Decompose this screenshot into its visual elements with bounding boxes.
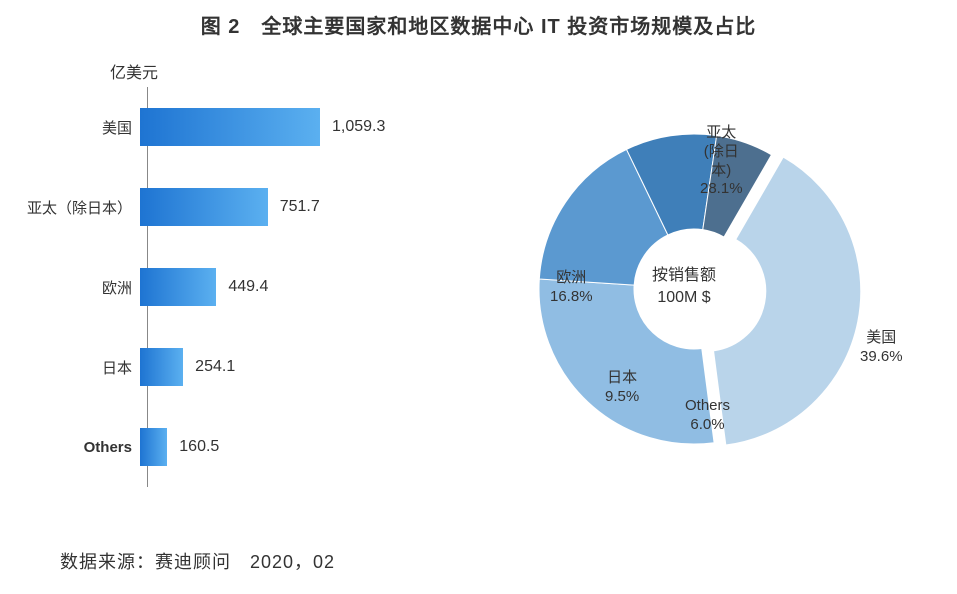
charts-container: 亿美元 美国 1,059.3 亚太（除日本） 751.7 欧洲 449.4 日本 254.1 O… xyxy=(0,39,957,499)
bar-value-label: 160.5 xyxy=(179,438,219,456)
pie-slice-label: 欧洲16.8% xyxy=(550,269,593,307)
bar-category-label: 日本 xyxy=(20,357,140,378)
pie-slice-label: 美国39.6% xyxy=(860,329,903,367)
bar-row: Others 160.5 xyxy=(20,407,460,487)
chart-title: 图 2 全球主要国家和地区数据中心 IT 投资市场规模及占比 xyxy=(0,0,957,39)
pie-slice-label: 日本9.5% xyxy=(605,369,639,407)
bar-row: 美国 1,059.3 xyxy=(20,87,460,167)
bar-fill xyxy=(140,348,183,386)
pie-center-label: 按销售额100M $ xyxy=(652,265,716,308)
bar-value-label: 449.4 xyxy=(228,278,268,296)
data-source: 数据来源：赛迪顾问 2020，02 xyxy=(60,548,335,574)
bar-track: 160.5 xyxy=(140,428,460,466)
bar-fill xyxy=(140,268,216,306)
bar-row: 日本 254.1 xyxy=(20,327,460,407)
bar-track: 254.1 xyxy=(140,348,460,386)
bar-value-label: 1,059.3 xyxy=(332,118,385,136)
bar-track: 1,059.3 xyxy=(140,108,460,146)
bar-value-label: 751.7 xyxy=(280,198,320,216)
bar-value-label: 254.1 xyxy=(195,358,235,376)
bar-fill xyxy=(140,188,268,226)
bar-rows: 美国 1,059.3 亚太（除日本） 751.7 欧洲 449.4 日本 254.1 Other… xyxy=(20,87,460,487)
bar-chart: 亿美元 美国 1,059.3 亚太（除日本） 751.7 欧洲 449.4 日本 254.1 O… xyxy=(20,39,460,487)
bar-fill xyxy=(140,428,167,466)
bar-row: 亚太（除日本） 751.7 xyxy=(20,167,460,247)
pie-slice-label: Others6.0% xyxy=(685,397,730,435)
bar-fill xyxy=(140,108,320,146)
bar-y-unit: 亿美元 xyxy=(110,59,460,83)
pie-chart: 美国39.6% 亚太(除日本)28.1% 欧洲16.8% 日本9.5% Others6.… xyxy=(460,69,937,499)
bar-category-label: Others xyxy=(20,439,140,456)
pie-slice-label: 亚太(除日本)28.1% xyxy=(700,124,743,199)
bar-track: 751.7 xyxy=(140,188,460,226)
bar-category-label: 亚太（除日本） xyxy=(20,197,140,218)
bar-category-label: 欧洲 xyxy=(20,277,140,298)
bar-row: 欧洲 449.4 xyxy=(20,247,460,327)
bar-track: 449.4 xyxy=(140,268,460,306)
bar-category-label: 美国 xyxy=(20,117,140,138)
